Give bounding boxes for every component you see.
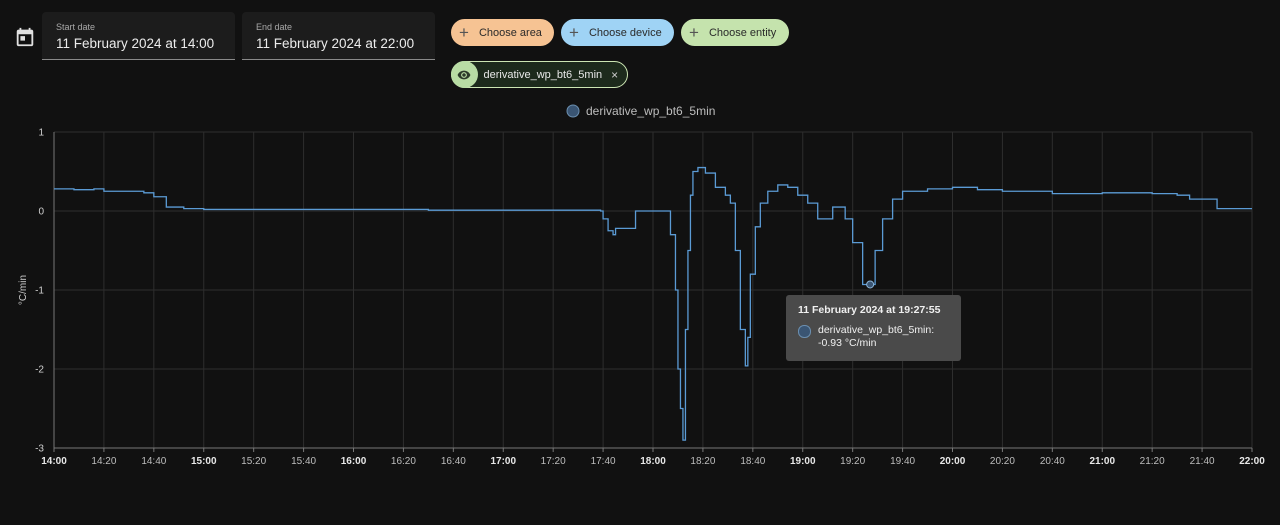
x-tick-label: 14:20 (91, 456, 116, 467)
choose-area-label: Choose area (478, 26, 542, 39)
plus-icon: + (689, 23, 699, 42)
end-date-label: End date (256, 22, 293, 32)
legend-swatch[interactable] (566, 104, 580, 118)
x-tick-label: 20:20 (990, 456, 1015, 467)
end-date-field[interactable]: End date 11 February 2024 at 22:00 (242, 12, 435, 60)
y-tick-label: -1 (35, 286, 44, 297)
y-tick-label: 1 (38, 128, 44, 139)
x-tick-label: 14:00 (41, 456, 67, 467)
x-tick-label: 14:40 (141, 456, 166, 467)
calendar-icon[interactable] (14, 26, 36, 48)
selected-entity-label: derivative_wp_bt6_5min (483, 68, 603, 81)
y-tick-label: -2 (35, 365, 44, 376)
tooltip-title: 11 February 2024 at 19:27:55 (798, 304, 941, 316)
x-tick-label: 17:40 (591, 456, 616, 467)
y-axis-label: °C/min (18, 275, 29, 305)
x-tick-label: 17:20 (541, 456, 566, 467)
chart-tooltip: 11 February 2024 at 19:27:55 derivative_… (786, 295, 961, 361)
tooltip-value: -0.93 °C/min (818, 337, 877, 349)
x-tick-label: 21:00 (1089, 456, 1115, 467)
close-icon[interactable]: × (611, 67, 619, 82)
x-tick-label: 18:40 (740, 456, 765, 467)
choose-entity-label: Choose entity (708, 26, 777, 39)
choose-device-button[interactable]: + Choose device (561, 19, 674, 46)
plus-icon: + (569, 23, 579, 42)
start-date-label: Start date (56, 22, 96, 32)
x-tick-label: 22:00 (1239, 456, 1265, 467)
x-tick-label: 18:00 (640, 456, 666, 467)
x-tick-label: 15:40 (291, 456, 316, 467)
eye-icon[interactable] (450, 61, 478, 88)
history-chart[interactable]: derivative_wp_bt6_5min 1 0 -1 -2 -314:00 14:20… (0, 95, 1280, 475)
y-tick-label: -3 (35, 444, 44, 455)
x-tick-label: 20:40 (1040, 456, 1065, 467)
x-tick-label: 19:20 (840, 456, 865, 467)
x-tick-label: 16:00 (341, 456, 367, 467)
series-line[interactable] (54, 166, 1252, 441)
x-tick-label: 17:00 (490, 456, 516, 467)
start-date-value: 11 February 2024 at 14:00 (56, 36, 215, 51)
x-tick-label: 21:20 (1140, 456, 1165, 467)
tooltip-series: derivative_wp_bt6_5min: (818, 324, 935, 336)
start-date-field[interactable]: Start date 11 February 2024 at 14:00 (42, 12, 235, 60)
legend-label[interactable]: derivative_wp_bt6_5min (586, 104, 715, 118)
selected-entity-chip[interactable]: derivative_wp_bt6_5min × (450, 61, 628, 88)
x-tick-label: 19:40 (890, 456, 915, 467)
x-tick-label: 15:00 (191, 456, 217, 467)
hover-point[interactable] (866, 280, 875, 289)
x-tick-label: 18:20 (690, 456, 715, 467)
choose-device-label: Choose device (588, 26, 662, 39)
plus-icon: + (459, 23, 469, 42)
x-tick-label: 21:40 (1190, 456, 1215, 467)
choose-area-button[interactable]: + Choose area (451, 19, 554, 46)
x-tick-label: 20:00 (940, 456, 966, 467)
y-tick-label: 0 (38, 207, 44, 218)
x-tick-label: 16:40 (441, 456, 466, 467)
x-tick-label: 15:20 (241, 456, 266, 467)
choose-entity-button[interactable]: + Choose entity (681, 19, 789, 46)
x-tick-label: 19:00 (790, 456, 816, 467)
end-date-value: 11 February 2024 at 22:00 (256, 36, 415, 51)
x-tick-label: 16:20 (391, 456, 416, 467)
series-color-dot (798, 325, 811, 338)
